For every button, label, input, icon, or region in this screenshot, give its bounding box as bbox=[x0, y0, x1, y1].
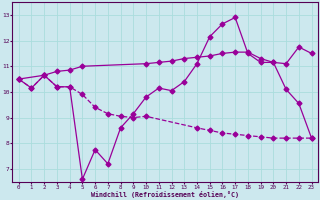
X-axis label: Windchill (Refroidissement éolien,°C): Windchill (Refroidissement éolien,°C) bbox=[91, 191, 239, 198]
